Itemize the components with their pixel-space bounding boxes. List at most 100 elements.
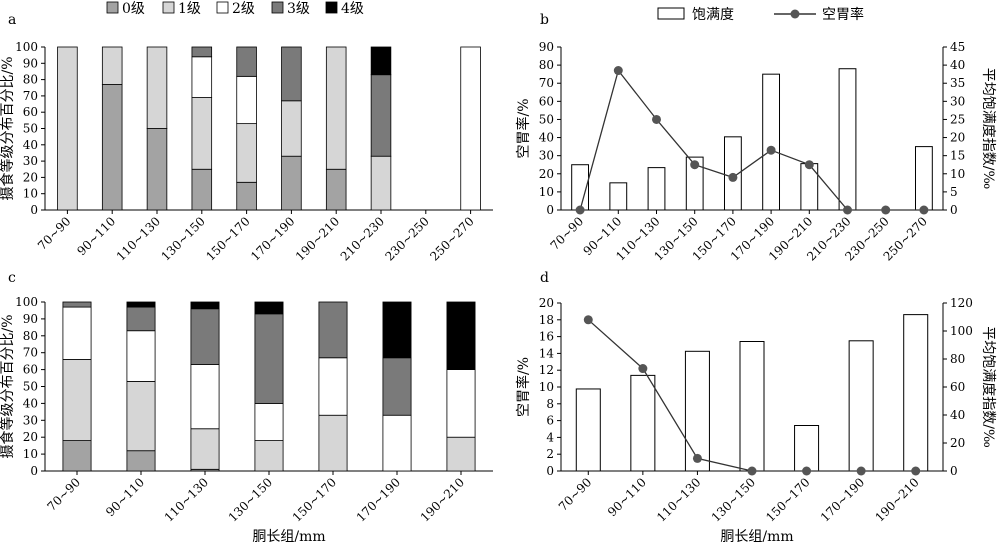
b-y-axis-label: 空胃率/%: [515, 98, 532, 158]
b-fullness-bar: [609, 182, 628, 211]
a-bar-segment-grade-3: [191, 46, 213, 58]
b-y-tick-label: 0: [546, 203, 554, 217]
a-x-tick-label: 90~110: [74, 214, 118, 258]
x-axis-label-right: 胴长组/mm: [720, 529, 793, 545]
c-y-tick-label: 0: [30, 464, 38, 478]
c-y-tick-label: 40: [23, 396, 38, 410]
a-x-tick-label: 210~230: [338, 214, 387, 263]
a-y-tick-label: 40: [23, 138, 38, 152]
a-bar-segment-grade-1: [57, 46, 78, 211]
a-bar-segment-grade-1: [101, 46, 123, 85]
b-y-tick-label: 60: [539, 94, 554, 108]
b-y-tick-label: 20: [539, 167, 554, 181]
d-panel-letter: d: [540, 270, 549, 286]
d-right-tick-label: 80: [950, 352, 965, 366]
b-empty-rate-point: [575, 205, 585, 215]
a-y-tick-label: 20: [23, 170, 38, 184]
b-empty-rate-point: [766, 145, 776, 155]
a-y-tick-label: 60: [23, 105, 38, 119]
b-fullness-bar: [685, 156, 704, 211]
a-bar-segment-grade-2: [191, 56, 213, 98]
a-bar-segment-grade-0: [101, 84, 123, 211]
legend-label-grade-3: 3级: [287, 1, 310, 17]
a-y-tick-label: 0: [30, 203, 38, 217]
d-y-tick-label: 2: [546, 447, 554, 461]
c-bar-segment-grade-2: [190, 364, 220, 430]
b-right-tick-label: 25: [950, 112, 965, 126]
c-y-tick-label: 60: [23, 363, 38, 377]
a-x-tick-label: 250~270: [427, 214, 476, 263]
b-y-tick-label: 90: [539, 40, 554, 54]
d-right-tick-label: 40: [950, 408, 965, 422]
a-x-tick-label: 70~90: [35, 214, 74, 253]
legend-label-grade-0: 0级: [122, 1, 145, 17]
d-empty-rate-point: [856, 466, 866, 476]
a-y-tick-label: 10: [23, 187, 38, 201]
b-y-tick-label: 10: [539, 185, 554, 199]
d-y-tick-label: 16: [539, 330, 554, 344]
a-bar-segment-grade-0: [191, 168, 213, 211]
fullness-legend: 饱满度 空胃率: [657, 6, 864, 23]
d-y-axis-label: 空胃率/%: [515, 357, 532, 417]
d-empty-rate-point: [692, 453, 702, 463]
a-bar-segment-grade-0: [236, 181, 257, 211]
d-empty-rate-point: [638, 364, 648, 374]
c-bar-segment-grade-2: [254, 402, 284, 441]
legend-label-empty-rate: 空胃率: [822, 6, 864, 23]
b-right-tick-label: 15: [950, 149, 965, 163]
d-y-tick-label: 14: [539, 346, 555, 360]
a-bar-segment-grade-1: [370, 155, 392, 211]
d-y-tick-label: 12: [539, 363, 554, 377]
a-bar-segment-grade-3: [370, 74, 392, 157]
legend-swatch-grade-4: [325, 1, 338, 14]
c-y-tick-label: 30: [23, 413, 38, 427]
d-fullness-bar: [684, 350, 710, 472]
d-right-tick-label: 100: [950, 324, 973, 338]
c-x-tick-label: 130~150: [226, 475, 275, 524]
d-empty-rate-point: [583, 315, 593, 325]
d-right-axis-label: 平均饱满度指数/‰: [980, 326, 996, 448]
c-bar-segment-grade-2: [126, 330, 156, 382]
a-y-tick-label: 100: [15, 40, 38, 54]
c-y-tick-label: 10: [23, 447, 38, 461]
b-fullness-bar: [838, 68, 857, 211]
c-y-tick-label: 90: [23, 312, 38, 326]
c-bar-segment-grade-1: [254, 440, 284, 472]
b-right-tick-label: 45: [950, 40, 965, 54]
b-panel-letter: b: [540, 12, 549, 28]
b-right-tick-label: 10: [950, 167, 965, 181]
a-bar-segment-grade-2: [460, 46, 481, 211]
c-bar-segment-grade-3: [126, 306, 156, 332]
d-right-tick-label: 20: [950, 436, 965, 450]
c-bar-segment-grade-1: [318, 414, 348, 472]
c-x-tick-label: 190~210: [418, 475, 467, 524]
d-empty-rate-point: [911, 466, 921, 476]
legend-swatch-grade-2: [216, 1, 229, 14]
c-bar-segment-grade-1: [190, 428, 220, 470]
c-bar-segment-grade-4: [382, 301, 412, 359]
panel-d: 0 2 4 6 8 10 12 14 16 18 20 空胃率/% d 0 20 40 60 80 100 120 平均…: [515, 270, 996, 525]
c-x-tick-label: 170~190: [354, 475, 403, 524]
a-x-tick-label: 170~190: [248, 214, 297, 263]
d-y-tick-label: 20: [539, 296, 554, 310]
b-right-tick-label: 40: [950, 58, 965, 72]
b-y-tick-label: 30: [539, 149, 554, 163]
d-fullness-bar: [575, 388, 601, 472]
d-y-tick-label: 10: [539, 380, 554, 394]
d-y-tick-label: 8: [546, 397, 554, 411]
b-fullness-bar: [800, 163, 819, 211]
d-fullness-bar: [848, 340, 874, 472]
d-y-tick-label: 18: [539, 313, 554, 327]
b-y-tick-label: 50: [539, 112, 554, 126]
b-empty-rate-point: [728, 172, 738, 182]
a-panel-letter: a: [8, 12, 16, 28]
c-bar-segment-grade-4: [190, 301, 220, 310]
legend-swatch-grade-0: [106, 1, 119, 14]
c-x-tick-label: 70~90: [45, 475, 84, 514]
a-y-tick-label: 90: [23, 56, 38, 70]
b-y-tick-label: 70: [539, 76, 554, 90]
c-bar-segment-grade-4: [446, 301, 476, 370]
c-bar-segment-grade-1: [62, 359, 92, 441]
d-fullness-bar: [630, 374, 656, 472]
d-y-tick-label: 4: [546, 430, 554, 444]
